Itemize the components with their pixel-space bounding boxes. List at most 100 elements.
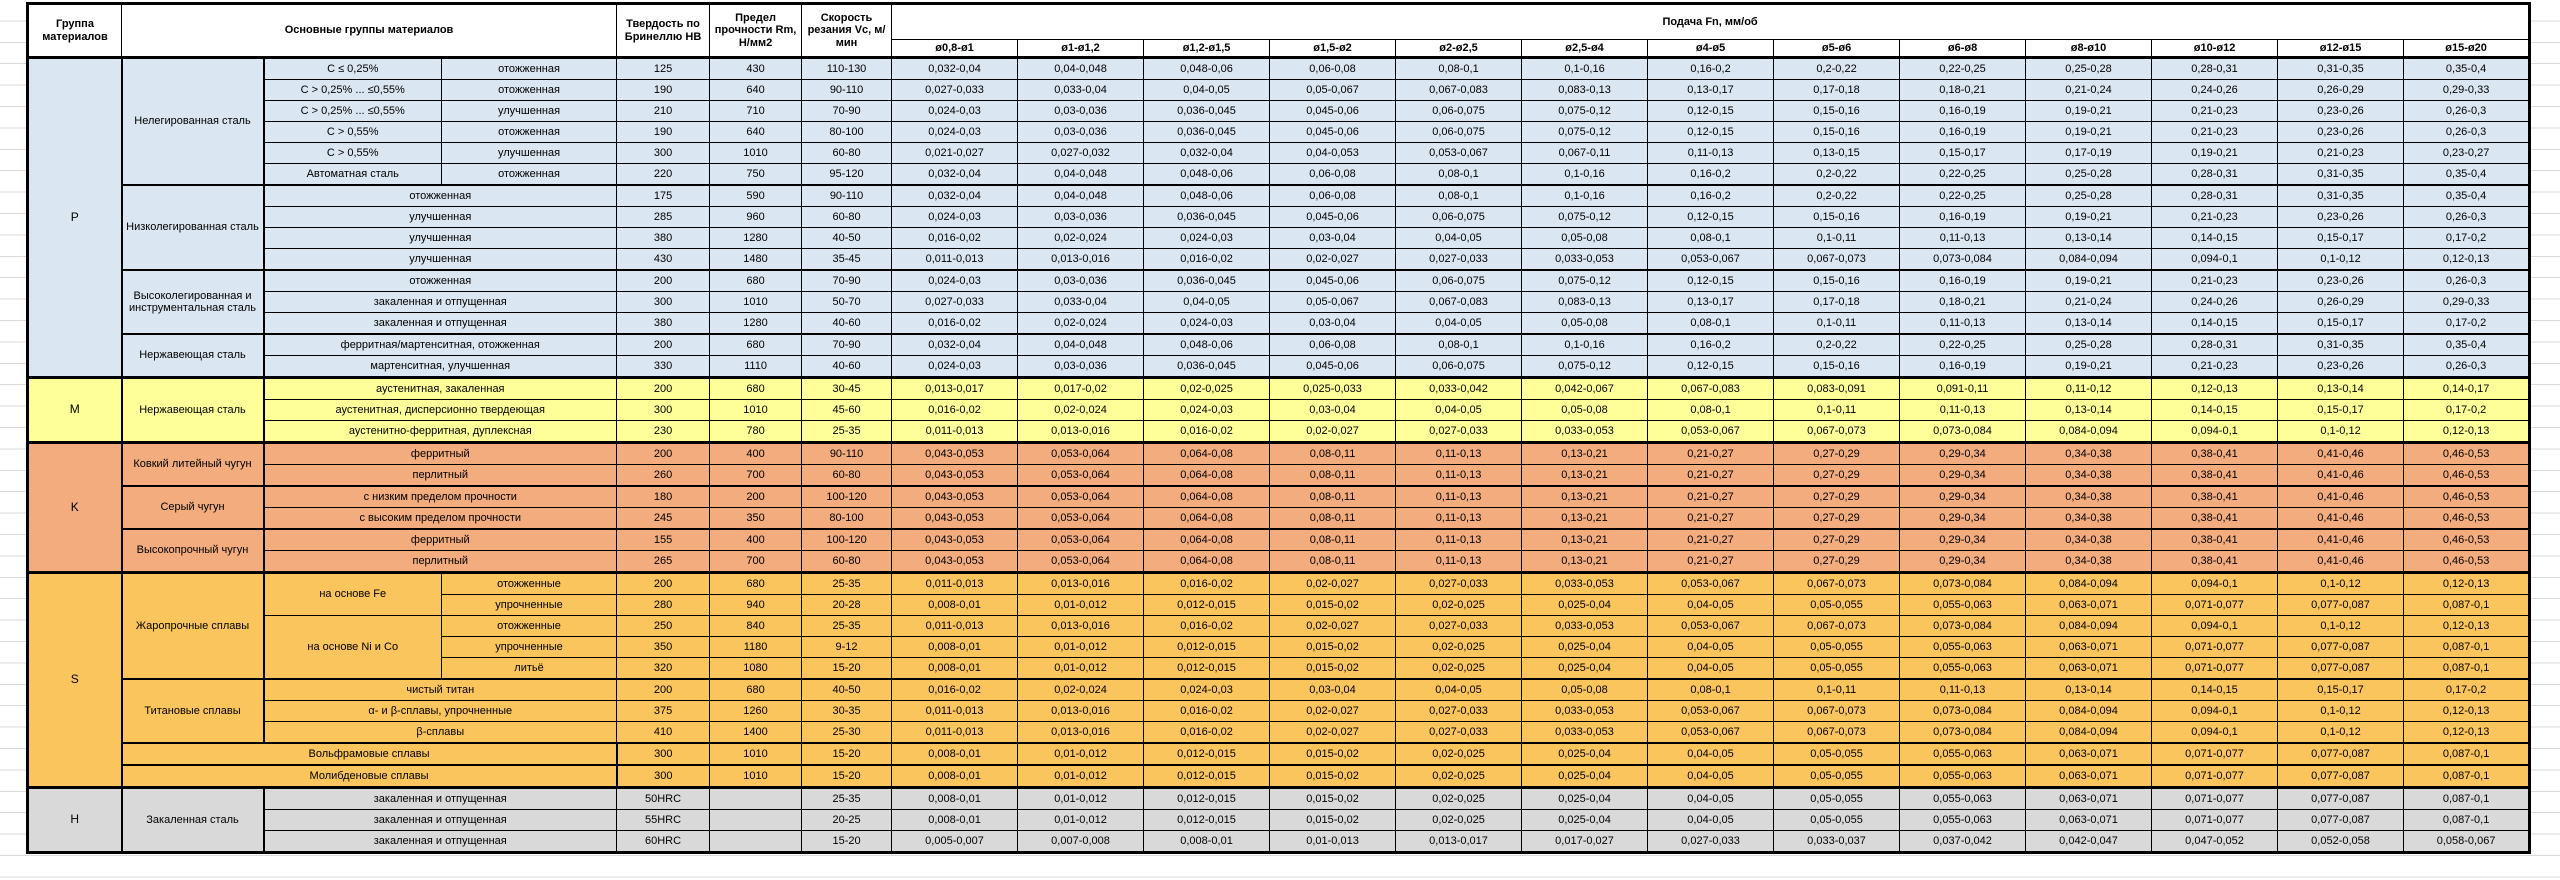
cell[interactable]: 0,08-0,1 xyxy=(1647,678,1775,701)
cell[interactable]: 0,34-0,38 xyxy=(2025,441,2153,465)
cell[interactable]: 260 xyxy=(616,464,711,487)
cell[interactable]: 0,15-0,17 xyxy=(2277,227,2405,249)
cell[interactable]: 0,033-0,053 xyxy=(1521,615,1649,637)
cell[interactable]: 0,24-0,26 xyxy=(2151,79,2279,101)
cell[interactable]: 700 xyxy=(709,464,803,487)
cell[interactable]: 0,21-0,23 xyxy=(2151,100,2279,122)
cell[interactable]: 0,077-0,087 xyxy=(2277,742,2405,766)
cell[interactable]: закаленная и отпущенная xyxy=(262,291,618,313)
cell[interactable]: 0,02-0,024 xyxy=(1017,312,1145,335)
cell[interactable]: 0,41-0,46 xyxy=(2277,464,2405,487)
cell[interactable]: 0,03-0,036 xyxy=(1017,121,1145,143)
cell[interactable]: Высоколегированная и инструментальная ст… xyxy=(120,269,265,335)
cell[interactable]: 0,017-0,027 xyxy=(1521,830,1649,853)
cell[interactable]: 1280 xyxy=(709,312,803,335)
cell[interactable]: 1010 xyxy=(709,742,803,766)
cell[interactable]: 0,064-0,08 xyxy=(1143,464,1271,487)
cell[interactable]: 25-35 xyxy=(801,571,893,595)
cell[interactable]: 0,037-0,042 xyxy=(1899,830,2027,853)
cell[interactable]: 0,14-0,15 xyxy=(2151,227,2279,249)
cell[interactable]: 1280 xyxy=(709,227,803,249)
cell[interactable]: 20-25 xyxy=(801,809,893,831)
cell[interactable]: 0,19-0,21 xyxy=(2025,355,2153,378)
cell[interactable]: 300 xyxy=(616,291,711,313)
cell[interactable]: 0,19-0,21 xyxy=(2025,100,2153,122)
cell[interactable]: 0,01-0,012 xyxy=(1017,594,1145,616)
cell[interactable]: 0,05-0,08 xyxy=(1521,678,1649,701)
cell[interactable]: 0,17-0,2 xyxy=(2403,399,2531,421)
cell[interactable]: 0,2-0,22 xyxy=(1773,163,1901,186)
cell[interactable]: 0,013-0,016 xyxy=(1017,615,1145,637)
cell[interactable]: 0,11-0,13 xyxy=(1899,678,2027,701)
cell[interactable]: 0,17-0,2 xyxy=(2403,312,2531,335)
cell[interactable]: 60-80 xyxy=(801,206,893,228)
cell[interactable]: 0,015-0,02 xyxy=(1269,764,1397,788)
cell[interactable]: 0,13-0,17 xyxy=(1647,291,1775,313)
cell[interactable]: 30-35 xyxy=(801,700,893,722)
cell[interactable]: 0,043-0,053 xyxy=(891,550,1019,573)
cell[interactable]: 0,24-0,26 xyxy=(2151,291,2279,313)
cell[interactable]: 1010 xyxy=(709,399,803,421)
cell[interactable]: 0,024-0,03 xyxy=(891,206,1019,228)
cell[interactable]: 0,34-0,38 xyxy=(2025,550,2153,573)
cell[interactable]: 0,013-0,016 xyxy=(1017,571,1145,595)
cell[interactable]: 1400 xyxy=(709,721,803,744)
cell[interactable]: 0,055-0,063 xyxy=(1899,594,2027,616)
cell[interactable]: 0,064-0,08 xyxy=(1143,485,1271,508)
cell[interactable]: 0,31-0,35 xyxy=(2277,333,2405,356)
cell[interactable]: 0,04-0,048 xyxy=(1017,184,1145,207)
cell[interactable]: 0,071-0,077 xyxy=(2151,809,2279,831)
cell[interactable]: 0,053-0,064 xyxy=(1017,464,1145,487)
cell[interactable]: 0,12-0,13 xyxy=(2403,420,2531,443)
cell[interactable]: 0,033-0,042 xyxy=(1395,376,1523,400)
cell[interactable]: 0,02-0,025 xyxy=(1395,786,1523,810)
cell[interactable]: 0,02-0,024 xyxy=(1017,399,1145,421)
cell[interactable]: 0,04-0,048 xyxy=(1017,333,1145,356)
cell[interactable]: 1080 xyxy=(709,657,803,680)
cell[interactable]: 0,067-0,083 xyxy=(1647,376,1775,400)
cell[interactable]: 0,03-0,036 xyxy=(1017,269,1145,292)
cell[interactable]: 190 xyxy=(616,79,711,101)
cell[interactable]: закаленная и отпущенная xyxy=(262,786,618,810)
cell[interactable]: отожженные xyxy=(440,571,618,595)
cell[interactable]: 0,13-0,21 xyxy=(1521,528,1649,551)
cell[interactable]: 0,06-0,075 xyxy=(1395,121,1523,143)
cell[interactable]: 0,063-0,071 xyxy=(2025,657,2153,680)
cell[interactable]: 210 xyxy=(616,100,711,122)
cell[interactable]: 0,46-0,53 xyxy=(2403,485,2531,508)
cell[interactable]: Вольфрамовые сплавы xyxy=(120,742,618,766)
cell[interactable]: 0,071-0,077 xyxy=(2151,594,2279,616)
cell[interactable]: 0,011-0,013 xyxy=(891,248,1019,271)
cell[interactable]: 0,013-0,017 xyxy=(891,376,1019,400)
cell[interactable]: 110-130 xyxy=(801,56,893,80)
cell[interactable]: 0,048-0,06 xyxy=(1143,163,1271,186)
cell[interactable]: 0,02-0,025 xyxy=(1395,657,1523,680)
cell[interactable]: 0,073-0,084 xyxy=(1899,615,2027,637)
cell[interactable]: 0,04-0,05 xyxy=(1647,594,1775,616)
cell[interactable]: 0,1-0,12 xyxy=(2277,571,2405,595)
cell[interactable]: 0,01-0,012 xyxy=(1017,636,1145,658)
cell[interactable]: 1180 xyxy=(709,636,803,658)
cell[interactable]: 0,017-0,02 xyxy=(1017,376,1145,400)
cell[interactable]: Высокопрочный чугун xyxy=(120,528,265,573)
cell[interactable]: S xyxy=(27,571,123,788)
cell[interactable]: 1260 xyxy=(709,700,803,722)
cell[interactable]: 0,26-0,3 xyxy=(2403,269,2531,292)
cell[interactable]: 80-100 xyxy=(801,507,893,530)
cell[interactable]: 70-90 xyxy=(801,100,893,122)
cell[interactable]: 0,01-0,013 xyxy=(1269,830,1397,853)
cell[interactable]: 0,024-0,03 xyxy=(1143,678,1271,701)
cell[interactable]: 95-120 xyxy=(801,163,893,186)
cell[interactable]: 0,15-0,17 xyxy=(2277,312,2405,335)
diameter-column-header[interactable]: ø0,8-ø1 xyxy=(891,39,1019,58)
cell[interactable]: 50HRC xyxy=(616,786,711,810)
cell[interactable]: 280 xyxy=(616,594,711,616)
cell[interactable]: 0,25-0,28 xyxy=(2025,184,2153,207)
cell[interactable]: 0,016-0,02 xyxy=(891,312,1019,335)
cell[interactable]: 0,13-0,14 xyxy=(2277,376,2405,400)
cell[interactable]: 0,13-0,21 xyxy=(1521,550,1649,573)
cell[interactable]: 0,024-0,03 xyxy=(891,100,1019,122)
cell[interactable]: Нелегированная сталь xyxy=(120,56,265,186)
cell[interactable]: 0,012-0,015 xyxy=(1143,764,1271,788)
cell[interactable]: 0,073-0,084 xyxy=(1899,248,2027,271)
